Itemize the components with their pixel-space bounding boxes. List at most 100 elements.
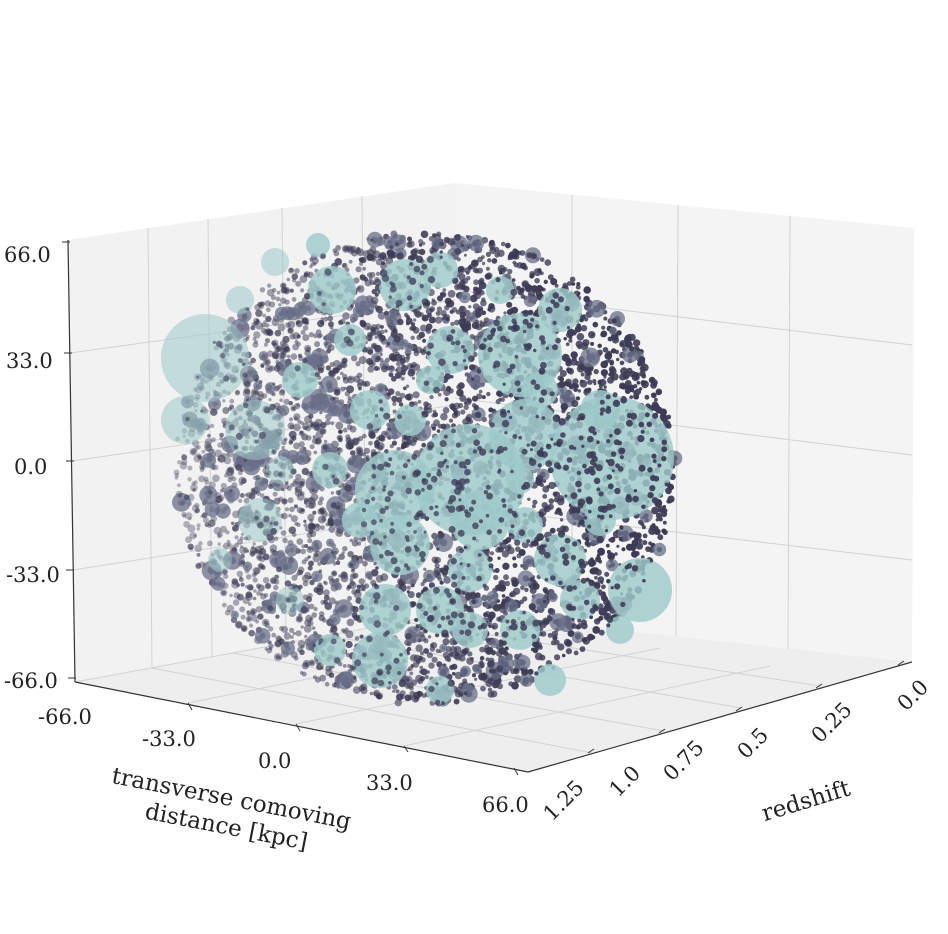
data-point [440,412,448,421]
data-point [293,423,301,432]
data-point [336,376,341,381]
data-point [431,656,438,663]
data-point [587,633,594,641]
data-point [575,396,580,401]
data-point [356,584,361,589]
data-point [203,476,209,482]
data-point [224,473,229,478]
data-point [275,574,279,579]
data-point [449,309,454,314]
data-point [288,430,297,439]
data-point [271,340,276,346]
data-point [354,250,358,254]
data-point [409,671,414,676]
data-point [190,483,198,492]
data-point [245,574,252,580]
data-point [300,625,304,629]
data-point [247,584,254,591]
data-point [488,407,494,413]
data-point [302,580,309,587]
data-point [608,365,616,373]
data-point [609,361,614,366]
data-point [292,278,297,283]
data-point [503,311,507,315]
data-point [196,523,201,528]
data-point [323,439,328,444]
data-point [288,440,293,445]
data-point [358,386,362,391]
data-point [300,329,306,335]
data-point [293,442,301,450]
data-point [275,296,281,302]
data-point [287,422,295,430]
data-point [211,448,215,453]
data-point [348,259,353,264]
data-point [272,341,277,346]
data-point [367,365,375,373]
data-point [277,323,286,332]
data-point [300,548,306,555]
data-point [330,421,335,426]
data-point [457,382,465,389]
data-point [548,481,556,490]
data-point [420,582,425,587]
data-point [255,490,261,496]
data-point [410,335,415,340]
data-point [396,361,401,367]
data-point [542,494,548,499]
data-point [265,307,271,313]
data-point [420,324,427,332]
data-point [358,356,367,365]
data-point [196,445,201,450]
data-point [291,435,297,441]
data-point [428,662,435,669]
data-point [503,574,509,581]
data-point [347,664,352,668]
data-point [279,398,283,403]
data-point [418,655,423,661]
data-point [209,423,215,429]
data-point [299,430,304,435]
data-point [308,546,313,551]
data-point [288,526,296,534]
data-point [494,568,500,573]
data-point [260,364,264,368]
data-point [565,342,570,347]
data-point [233,592,241,599]
data-point [219,488,224,493]
data-point [286,277,291,282]
data-point [255,309,263,317]
data-point [655,518,659,522]
scatter-points [161,230,683,707]
data-point [407,368,416,377]
data-point [355,588,361,594]
data-point [497,603,503,610]
data-point [196,553,201,557]
data-point [280,297,287,304]
data-point [259,301,265,307]
data-point [238,498,243,503]
data-point [305,346,311,353]
data-point [562,282,569,289]
data-point [303,625,312,633]
data-point [271,352,279,360]
data-point [268,640,272,645]
data-point [355,361,361,367]
data-point [324,419,331,426]
data-point [303,523,308,528]
data-point [557,643,565,651]
data-point [302,446,307,451]
data-point [311,612,318,618]
data-point [187,465,193,471]
data-point [544,259,552,266]
data-point [243,387,250,394]
data-point [275,614,280,619]
data-point [355,266,362,273]
data-point [352,686,361,694]
data-point [300,288,305,293]
gridline [787,215,791,650]
data-point [278,384,283,389]
data-point [239,536,244,541]
data-point [584,374,591,381]
data-point [271,392,276,397]
